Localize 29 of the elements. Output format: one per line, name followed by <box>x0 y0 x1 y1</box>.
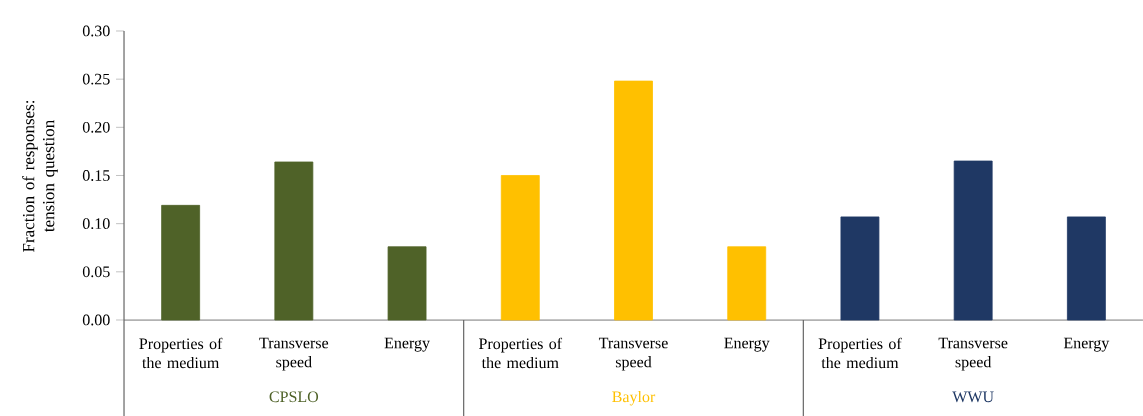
y-tick-label: 0.30 <box>82 25 110 37</box>
y-tick-label: 0.10 <box>82 218 110 230</box>
text: WWU <box>952 391 994 403</box>
text: CPSLO <box>269 391 319 403</box>
bar <box>614 80 653 321</box>
bar <box>727 246 767 321</box>
y-axis-title: Fraction of responses: tension question <box>22 100 58 252</box>
x-tick-label: Energy <box>724 337 770 352</box>
text: Baylor <box>612 390 656 406</box>
x-tick-label: Properties of the medium <box>818 337 902 369</box>
y-tick-label: 0.00 <box>82 314 110 326</box>
y-tick-label: 0.05 <box>82 266 110 278</box>
bar <box>840 216 880 321</box>
x-tick-label: Properties of the medium <box>139 337 223 369</box>
x-tick-label: Energy <box>384 337 430 352</box>
x-tick-label: Energy <box>1063 337 1110 352</box>
bar <box>953 160 993 321</box>
x-tick-label: Properties of the medium <box>478 337 563 369</box>
y-tick-label: 0.15 <box>82 170 110 181</box>
x-tick-label: Transverse speed <box>598 337 668 371</box>
x-tick-label: Transverse speed <box>259 337 329 371</box>
bar <box>161 204 201 321</box>
bar <box>500 175 540 321</box>
y-tick-label: 0.25 <box>82 73 110 85</box>
y-tick-label: 0.20 <box>82 121 110 133</box>
x-tick-label: Transverse speed <box>938 337 1008 371</box>
bar <box>274 161 314 321</box>
bar <box>387 246 427 321</box>
bar <box>1066 216 1106 321</box>
